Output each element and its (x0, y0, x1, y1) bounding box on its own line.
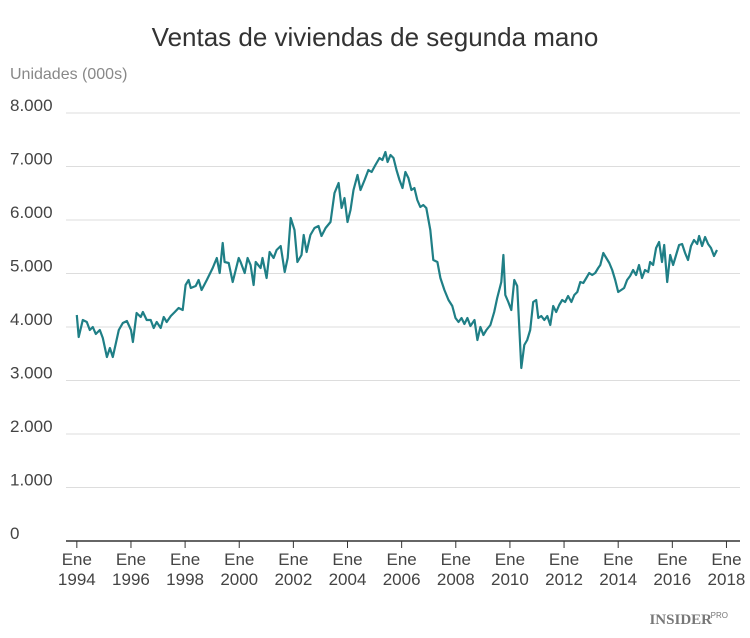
x-tick-label: Ene 2010 (491, 550, 529, 589)
x-tick-label: Ene 2000 (220, 550, 258, 589)
x-tick-label: Ene 2004 (329, 550, 367, 589)
x-tick-label: Ene 2016 (653, 550, 691, 589)
x-tick-label: Ene 1994 (58, 550, 96, 589)
logo-badge: PRO (711, 611, 728, 620)
x-tick-label: Ene 2012 (545, 550, 583, 589)
y-tick-label: 7.000 (10, 150, 53, 169)
x-tick-label: Ene 1996 (112, 550, 150, 589)
x-tick-label: Ene 1998 (166, 550, 204, 589)
x-tick-label: Ene 2018 (708, 550, 746, 589)
y-tick-label: 4.000 (10, 310, 53, 329)
chart-title: Ventas de viviendas de segunda mano (152, 22, 599, 52)
y-tick-label: 8.000 (10, 96, 53, 115)
x-tick-label: Ene 2006 (383, 550, 421, 589)
y-tick-label: 1.000 (10, 471, 53, 490)
chart-subtitle: Unidades (000s) (10, 66, 127, 83)
y-tick-label: 5.000 (10, 257, 53, 276)
series-line (75, 150, 718, 370)
y-tick-label: 0 (10, 524, 19, 543)
x-tick-label: Ene 2002 (274, 550, 312, 589)
x-tick-label: Ene 2008 (437, 550, 475, 589)
y-tick-label: 2.000 (10, 417, 53, 436)
y-tick-label: 3.000 (10, 364, 53, 383)
y-tick-label: 6.000 (10, 203, 53, 222)
x-tick-label: Ene 2014 (599, 550, 637, 589)
logo: INSIDER (649, 612, 712, 628)
